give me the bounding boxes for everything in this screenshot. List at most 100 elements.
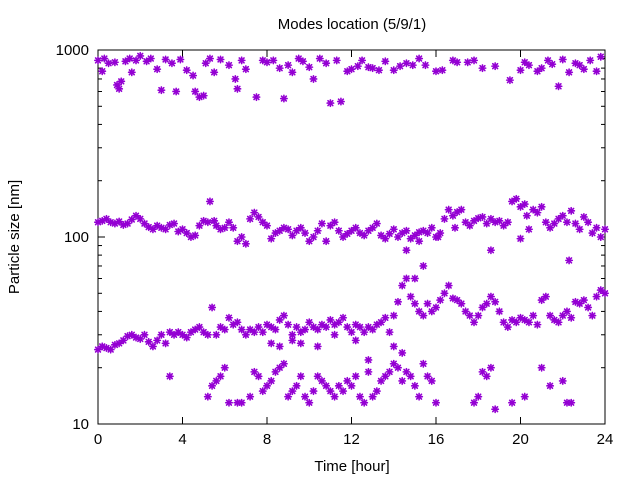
data-point [216,55,225,64]
data-point [499,318,508,327]
data-point [174,328,183,337]
data-point [153,336,162,345]
data-point [136,334,145,343]
data-point [478,367,487,376]
data-point [565,256,574,265]
data-point [503,218,512,227]
data-point [258,328,267,337]
data-point [339,387,348,396]
data-point [491,405,500,414]
data-point [389,359,398,368]
data-point [571,219,580,228]
data-point [423,299,432,308]
data-point [250,328,259,337]
data-point [110,58,119,67]
data-point [254,323,263,332]
data-point [406,234,415,243]
data-point [241,65,250,74]
data-point [298,57,307,66]
data-point [317,376,326,385]
data-point [305,63,314,72]
data-point [541,218,550,227]
data-point [252,93,261,102]
data-point [334,381,343,390]
data-point [284,320,293,329]
data-point [451,223,460,232]
data-point [267,339,276,348]
data-point [474,311,483,320]
data-point [533,208,542,217]
data-point [431,398,441,407]
data-point [364,367,373,376]
data-point [393,233,402,241]
data-point [524,225,533,234]
data-point [465,221,474,230]
data-point [279,94,288,103]
data-point [216,372,225,381]
data-point [343,376,352,385]
data-point [326,221,335,230]
data-point [421,61,430,70]
data-point [562,218,571,227]
data-point [205,54,214,63]
data-point [195,221,204,230]
data-point [584,218,593,227]
data-point [220,325,229,334]
data-point [389,311,398,320]
data-point [262,381,272,390]
data-point [178,330,187,339]
data-point [241,239,250,248]
data-point [125,54,134,63]
data-point [98,67,107,76]
data-point [486,292,495,301]
data-point [351,223,360,232]
data-point [423,229,432,238]
x-tick-label: 12 [343,431,360,448]
data-point [495,307,504,316]
x-tick-label: 4 [178,431,186,448]
data-point [520,200,529,209]
data-point [584,303,593,312]
data-point [567,206,576,215]
data-point [491,297,500,306]
data-point [296,339,305,348]
data-point [182,333,191,342]
data-point [381,313,390,322]
y-tick-label: 1000 [56,42,89,59]
data-point [478,64,487,73]
data-point [322,381,331,390]
data-point [436,296,445,305]
data-point [381,234,390,243]
data-point [336,97,345,106]
data-point [398,281,407,290]
data-point [372,219,381,228]
x-tick-label: 0 [94,431,102,448]
data-point [457,205,466,214]
data-point [347,381,356,390]
data-point [305,398,314,407]
data-point [355,323,364,332]
data-point [313,325,322,334]
data-point [326,99,335,108]
data-point [431,303,441,312]
data-point [402,59,411,68]
data-point [176,55,185,64]
data-point [167,59,176,68]
data-point [326,387,335,396]
data-point [292,323,301,332]
data-point [554,82,563,91]
data-point [136,214,145,223]
data-point [575,225,584,234]
data-point [402,246,411,255]
x-tick-label: 8 [263,431,271,448]
data-point [220,363,229,372]
data-point [516,66,525,75]
data-point [170,219,179,228]
data-point [343,323,352,332]
data-point [368,325,377,334]
data-point [115,339,124,348]
data-point [195,323,204,332]
data-point [98,216,107,225]
data-point [292,226,301,235]
data-point [351,372,360,381]
